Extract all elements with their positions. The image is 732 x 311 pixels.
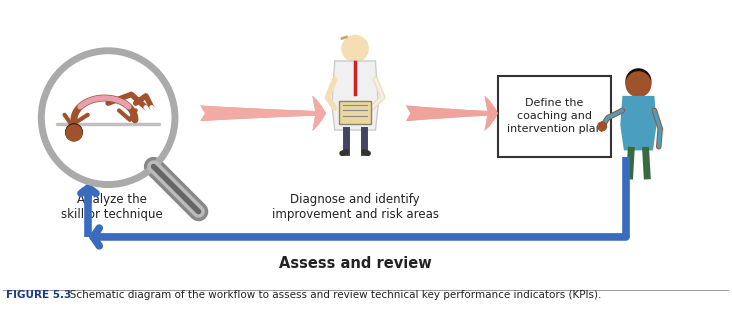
FancyBboxPatch shape [498,76,610,157]
Text: Analyze the
skill or technique: Analyze the skill or technique [61,193,163,221]
Polygon shape [332,61,378,130]
Circle shape [67,126,81,140]
Text: Schematic diagram of the workflow to assess and review technical key performance: Schematic diagram of the workflow to ass… [60,290,602,300]
Circle shape [342,35,368,62]
Circle shape [626,69,651,94]
Circle shape [626,72,651,97]
Circle shape [627,73,649,95]
Text: Assess and review: Assess and review [279,256,431,271]
Circle shape [41,51,175,185]
Text: FIGURE 5.3: FIGURE 5.3 [6,290,71,300]
Polygon shape [620,96,657,151]
FancyBboxPatch shape [339,101,371,124]
Circle shape [598,122,606,131]
Text: Diagnose and identify
improvement and risk areas: Diagnose and identify improvement and ri… [272,193,438,221]
Text: Define the
coaching and
intervention plan: Define the coaching and intervention pla… [507,98,602,134]
Circle shape [66,125,82,141]
Circle shape [66,124,82,141]
